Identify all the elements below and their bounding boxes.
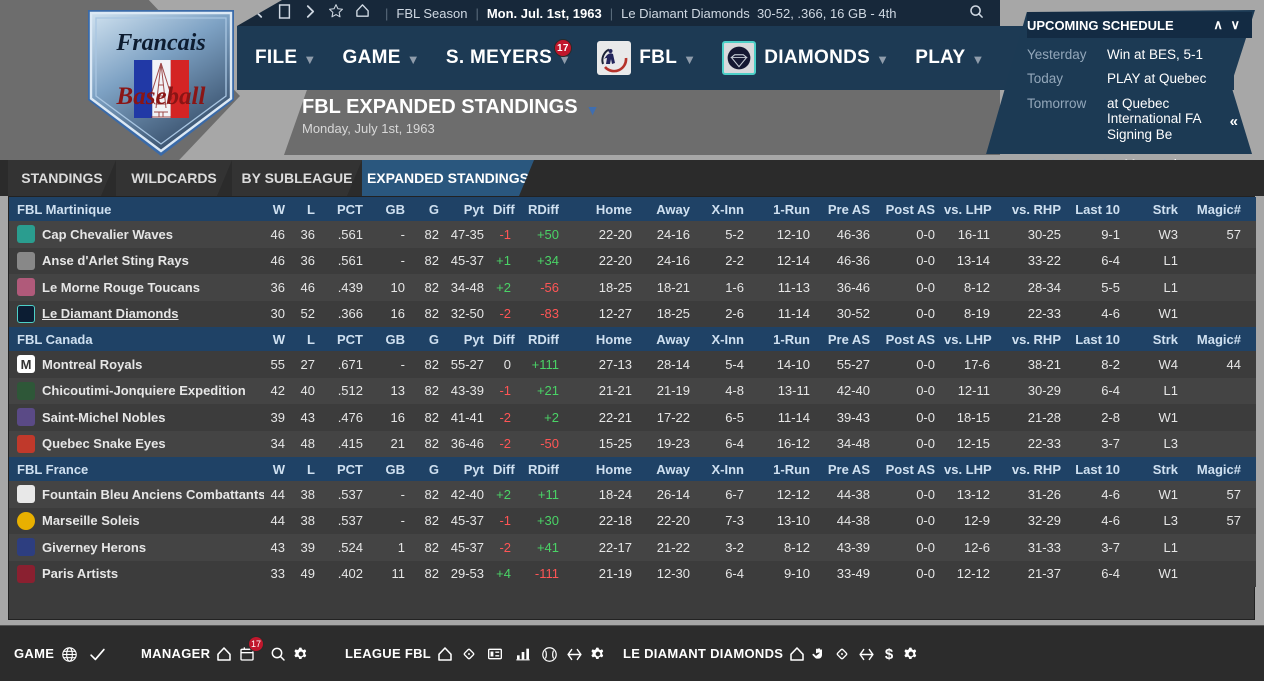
svg-text:Francais: Francais (115, 30, 205, 56)
svg-text:Baseball: Baseball (116, 83, 206, 110)
